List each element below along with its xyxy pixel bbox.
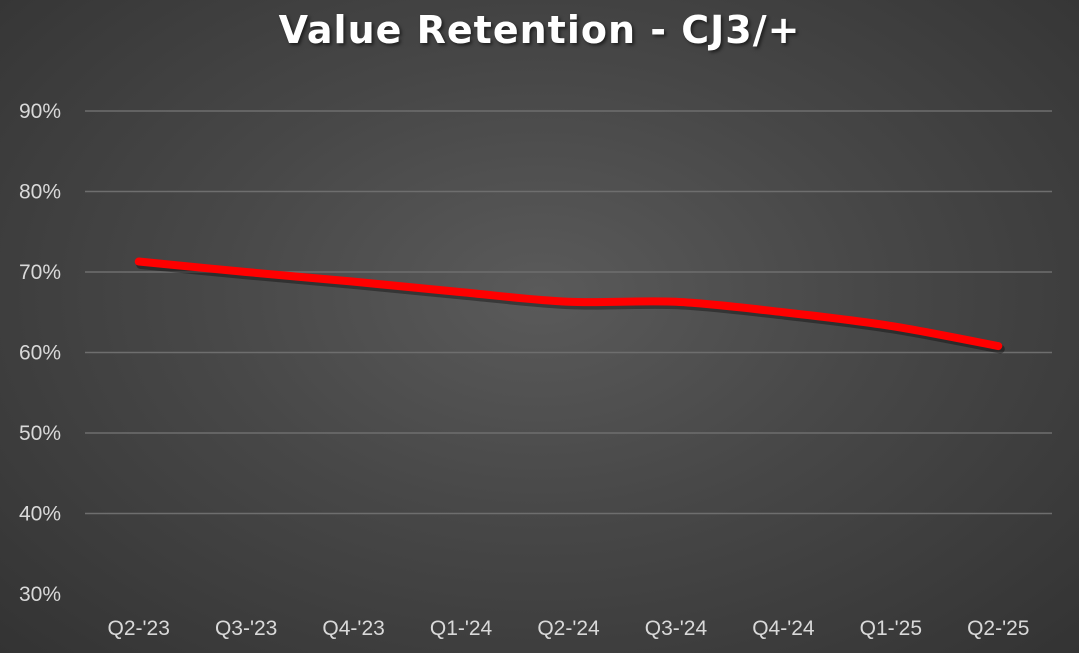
series-line-0: [134, 257, 1003, 351]
data-point-4: [567, 300, 570, 303]
y-tick-label: 30%: [19, 583, 61, 606]
data-point-7: [889, 324, 892, 327]
y-axis-ticks: 90% 80% 70% 60% 50% 40% 30%: [19, 100, 61, 606]
x-tick-label: Q3-'24: [645, 617, 708, 640]
x-tick-label: Q3-'23: [215, 617, 277, 640]
data-point-3: [460, 291, 463, 294]
x-tick-label: Q2-'25: [967, 617, 1029, 640]
data-point-2: [352, 280, 355, 283]
data-point-6: [782, 311, 785, 314]
x-tick-label: Q2-'24: [537, 617, 600, 640]
data-point-0: [137, 260, 140, 263]
y-tick-label: 90%: [19, 100, 61, 123]
x-tick-label: Q4-'23: [322, 617, 384, 640]
x-tick-label: Q1-'24: [430, 617, 493, 640]
data-point-8: [997, 345, 1000, 348]
gridlines: [85, 110, 1052, 515]
y-tick-label: 50%: [19, 422, 61, 445]
x-axis-ticks: Q2-'23 Q3-'23 Q4-'23 Q1-'24 Q2-'24 Q3-'24 Q4-'…: [108, 617, 1030, 640]
y-tick-label: 40%: [19, 503, 61, 526]
series-layer: [134, 257, 1005, 354]
y-tick-label: 60%: [19, 342, 61, 365]
x-tick-label: Q1-'25: [860, 617, 922, 640]
chart-title: Value Retention - CJ3/+: [278, 8, 801, 52]
data-point-1: [245, 271, 248, 273]
y-tick-label: 70%: [19, 261, 61, 284]
x-tick-label: Q2-'23: [108, 617, 170, 640]
y-tick-label: 80%: [19, 181, 61, 204]
x-tick-label: Q4-'24: [752, 617, 815, 640]
data-point-5: [674, 300, 677, 303]
